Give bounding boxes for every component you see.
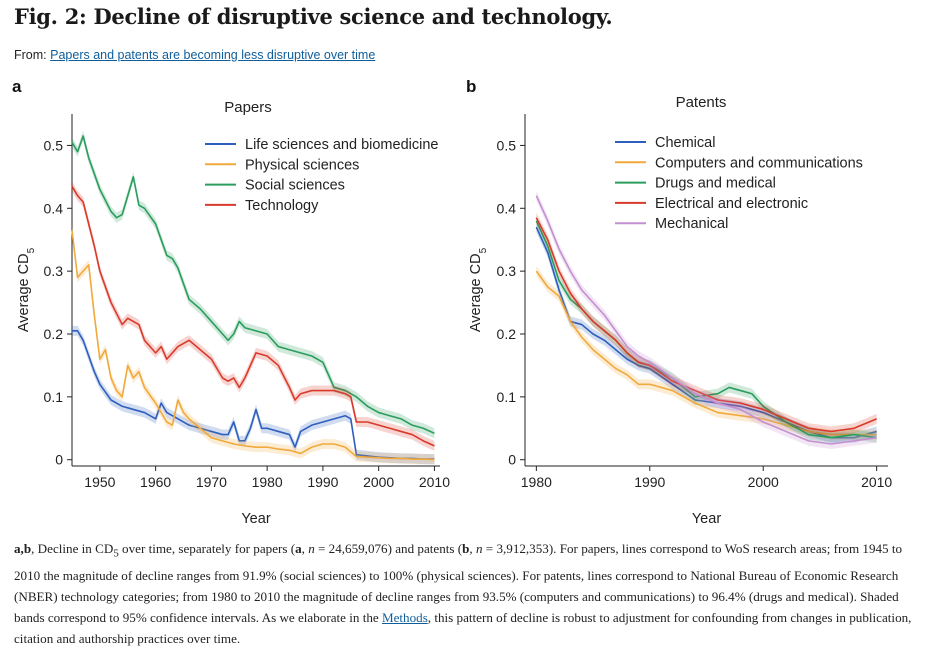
legend-label: Electrical and electronic bbox=[655, 196, 808, 212]
y-tick-label: 0.3 bbox=[44, 263, 64, 279]
x-tick-label: 1970 bbox=[196, 474, 227, 490]
caption-text-2: over time, separately for papers ( bbox=[119, 541, 295, 556]
chart-title: Patents bbox=[676, 94, 727, 111]
methods-link[interactable]: Methods bbox=[382, 610, 428, 625]
y-tick-label: 0.1 bbox=[44, 389, 64, 405]
x-tick-label: 2010 bbox=[419, 474, 450, 490]
series-line bbox=[72, 331, 434, 459]
from-prefix: From: bbox=[14, 48, 47, 62]
legend-label: Technology bbox=[245, 198, 319, 214]
x-axis-label: Year bbox=[241, 511, 270, 527]
caption-text-4: = 24,659,076) and patents ( bbox=[315, 541, 462, 556]
caption-text-1: , Decline in CD bbox=[31, 541, 113, 556]
panel-b-label: b bbox=[466, 77, 476, 96]
y-tick-label: 0 bbox=[508, 452, 516, 468]
patents-chart: 0 0.1 0.2 0.3 0.4 0.5 1980 1990 2000 2010 Year Aver… bbox=[468, 94, 892, 527]
y-axis-label: Average CD5 bbox=[16, 247, 37, 332]
legend-label: Chemical bbox=[655, 135, 715, 151]
y-axis-label-sub: 5 bbox=[26, 247, 37, 253]
legend-label: Physical sciences bbox=[245, 157, 359, 173]
y-tick-label: 0.2 bbox=[497, 326, 517, 342]
y-tick-label: 0.3 bbox=[497, 263, 517, 279]
legend-label: Life sciences and biomedicine bbox=[245, 137, 438, 153]
x-tick-label: 1980 bbox=[521, 474, 552, 490]
y-tick-label: 0 bbox=[55, 452, 63, 468]
figure-caption: a,b, Decline in CD5 over time, separatel… bbox=[14, 538, 919, 649]
x-tick-label: 2010 bbox=[861, 474, 892, 490]
papers-chart: 0 0.1 0.2 0.3 0.4 0.5 1950 1960 1970 1980 1990 2000… bbox=[16, 99, 450, 527]
legend-label: Social sciences bbox=[245, 178, 345, 194]
x-axis-label: Year bbox=[692, 511, 721, 527]
x-tick-label: 2000 bbox=[363, 474, 394, 490]
y-tick-label: 0.5 bbox=[44, 137, 64, 153]
panel-a-label: a bbox=[12, 77, 22, 96]
legend-label: Computers and communications bbox=[655, 155, 863, 171]
x-tick-label: 1950 bbox=[84, 474, 115, 490]
y-tick-label: 0.5 bbox=[497, 137, 517, 153]
chart-title: Papers bbox=[224, 99, 272, 116]
x-tick-label: 1960 bbox=[140, 474, 171, 490]
figure-panels: a b 0 0.1 0.2 0.3 0.4 0.5 1950 1960 1970 1980 1990… bbox=[0, 70, 936, 535]
x-tick-label: 1990 bbox=[307, 474, 338, 490]
y-tick-label: 0.2 bbox=[44, 326, 64, 342]
x-tick-label: 2000 bbox=[748, 474, 779, 490]
legend-label: Drugs and medical bbox=[655, 176, 776, 192]
source-line: From: Papers and patents are becoming le… bbox=[14, 48, 375, 62]
figure-title: Fig. 2: Decline of disruptive science an… bbox=[14, 4, 612, 29]
x-tick-label: 1990 bbox=[634, 474, 665, 490]
x-tick-label: 1980 bbox=[252, 474, 283, 490]
legend-label: Mechanical bbox=[655, 216, 728, 232]
y-tick-label: 0.4 bbox=[497, 200, 517, 216]
y-axis-label: Average CD5 bbox=[468, 247, 489, 332]
y-axis-label-sub: 5 bbox=[478, 247, 489, 253]
article-link[interactable]: Papers and patents are becoming less dis… bbox=[50, 48, 375, 62]
y-tick-label: 0.1 bbox=[497, 389, 517, 405]
y-tick-label: 0.4 bbox=[44, 200, 64, 216]
